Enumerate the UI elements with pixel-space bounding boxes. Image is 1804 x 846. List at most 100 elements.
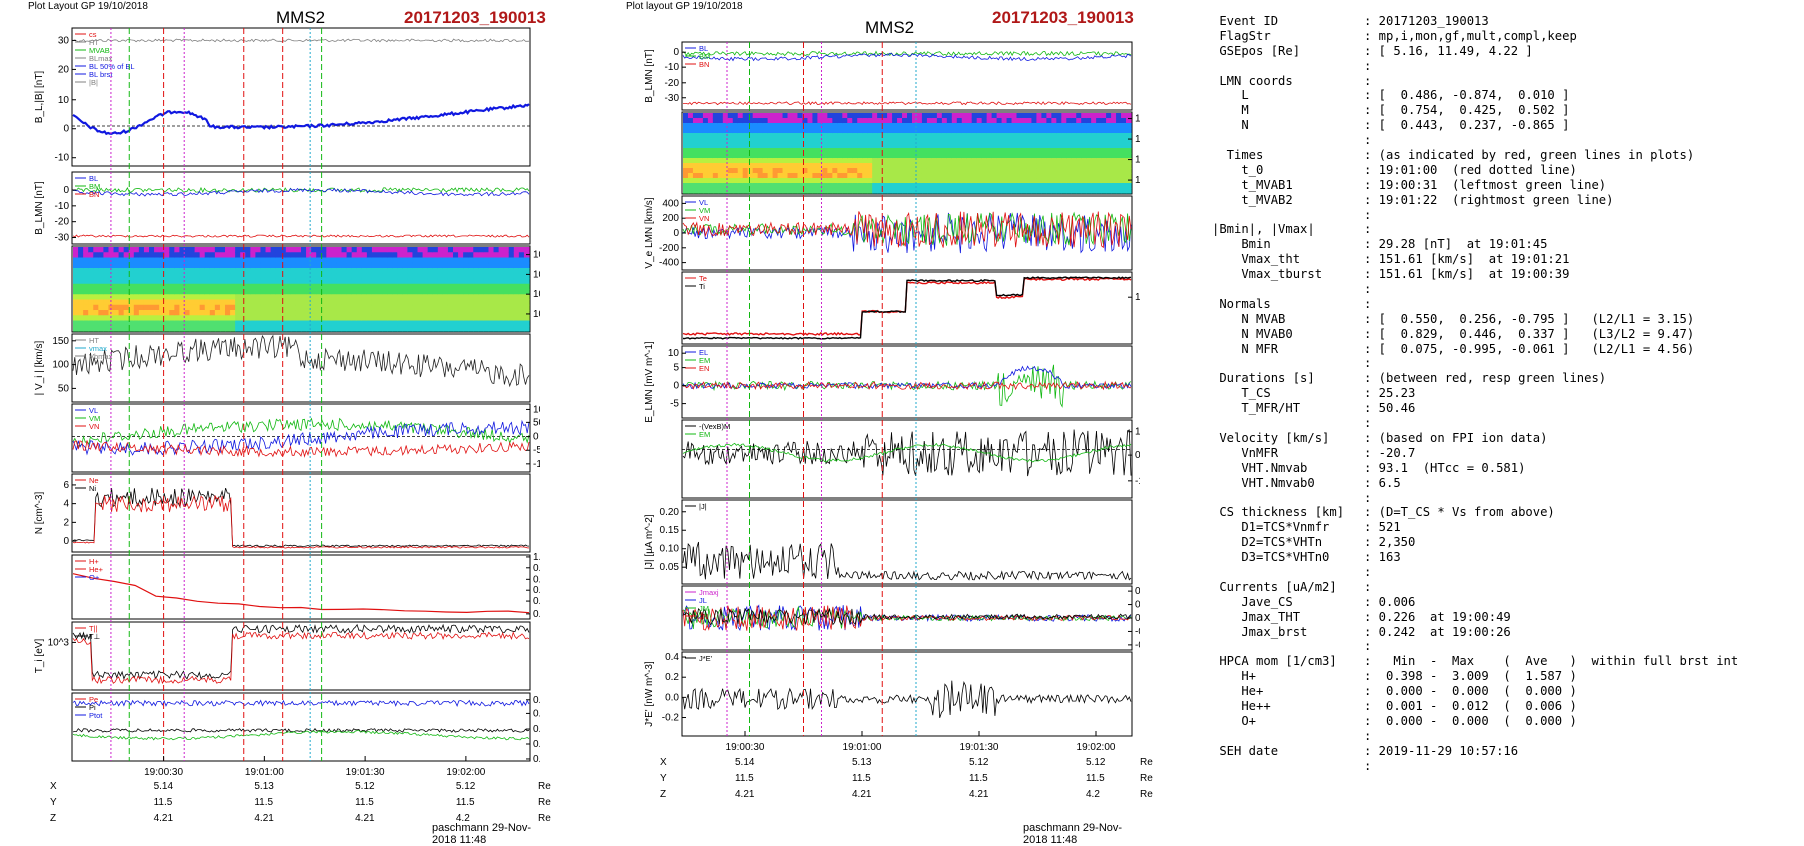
spectrogram-cell [867,183,873,189]
info-key: N MVAB0 [1212,326,1293,341]
spectrogram-cell [118,283,125,290]
spectrogram-cell [230,252,236,259]
spectrogram-cell [1026,123,1033,129]
spectrogram-cell [407,320,414,327]
spectrogram-cell [458,278,464,285]
spectrogram-cell [892,113,898,119]
spectrogram-cell [757,113,764,119]
spectrogram-cell [402,320,408,327]
spectrogram-cell [402,262,408,269]
spectrogram-cell [306,257,312,264]
spectrogram-cell [417,273,424,280]
spectrogram-cell [346,325,353,332]
y-axis-label: T_i [eV] [34,639,45,674]
spectrogram-cell [473,252,479,259]
spectrogram-cell [326,310,332,316]
spectrogram-cell [1096,148,1102,154]
spectrogram-cell [245,268,251,274]
spectrogram-cell [306,262,312,269]
spectrogram-cell [478,310,484,316]
spectrogram-cell [255,247,262,253]
spectrogram-cell [817,188,823,194]
spectrogram-cell [877,133,883,139]
spectrogram-cell [752,128,759,134]
spectrogram-cell [508,315,515,322]
spectrogram-cell [138,289,145,295]
spectrogram-cell [366,304,373,311]
spectrogram-cell [143,273,150,280]
spectrogram-cell [1081,133,1087,139]
spectrogram-cell [802,118,809,124]
spectrogram-cell [458,273,464,280]
spectrogram-cell [827,133,833,139]
spectrogram-cell [371,299,378,306]
spectrogram-cell [961,138,968,144]
spectrogram-cell [265,278,272,285]
info-value: : mp,i,mon,gf,mult,compl,keep [1364,28,1577,43]
spectrogram-cell [513,247,520,253]
spectrogram-cell [882,113,888,119]
spectrogram-cell [777,188,784,194]
spectrogram-cell [1031,153,1038,159]
spectrogram-cell [702,133,709,139]
spectrogram-cell [727,173,734,179]
info-row: : [1212,59,1738,74]
spectrogram-cell [311,252,317,259]
spectrogram-cell [827,113,833,119]
spectrogram-cell [478,315,484,322]
spectrogram-cell [911,123,918,129]
spectrogram-cell [732,168,739,174]
spectrogram-cell [842,178,848,184]
spectrogram-cell [877,178,883,184]
spectrogram-cell [1126,123,1132,129]
spectrogram-cell [265,283,272,290]
spectrogram-cell [377,273,383,280]
spectrogram-cell [1001,178,1008,184]
spectrogram-cell [822,168,828,174]
spectrogram-cell [762,163,769,169]
spectrogram-cell [366,268,373,274]
spectrogram-cell [321,283,327,290]
spectrogram-cell [280,310,287,316]
data-trace [682,276,1132,340]
spectrogram-cell [113,283,120,290]
spectrogram-cell [377,299,383,306]
spectrogram-cell [812,128,818,134]
spectrogram-cell [887,158,893,164]
info-row: : [1212,416,1738,431]
spectrogram-cell [295,247,302,253]
spectrogram-cell [986,123,993,129]
spectrogram-cell [518,268,525,274]
spectrogram-cell [331,257,338,264]
spectrogram-cell [1106,168,1112,174]
spectrogram-cell [219,247,226,253]
legend-label: EM [699,430,710,439]
spectrogram-cell [417,289,424,295]
spectrogram-cell [78,273,84,280]
spectrogram-cell [941,138,948,144]
spectrogram-cell [1101,163,1107,169]
spectrogram-cell [827,143,833,149]
spectrogram-cell [498,257,505,264]
spectrogram-cell [1116,143,1122,149]
coord-value: 4.21 [735,789,755,800]
spectrogram-cell [732,158,739,164]
spectrogram-cell [847,143,853,149]
spectrogram-cell [214,320,221,327]
spectrogram-cell [717,138,724,144]
spectrogram-cell [458,289,464,295]
spectrogram-cell [488,247,495,253]
spectrogram-cell [1031,133,1038,139]
spectrogram-cell [1001,158,1008,164]
spectrogram-cell [916,143,923,149]
spectrogram-cell [882,168,888,174]
x-tick-label: 19:02:00 [1077,742,1116,753]
y-tick-label: -200 [659,243,679,254]
spectrogram-cell [683,148,689,154]
spectrogram-cell [255,294,262,301]
spectrogram-cell [1016,148,1023,154]
spectrogram-cell [402,315,408,322]
spectrogram-cell [842,133,848,139]
spectrogram-cell [961,118,968,124]
spectrogram-cell [797,168,804,174]
